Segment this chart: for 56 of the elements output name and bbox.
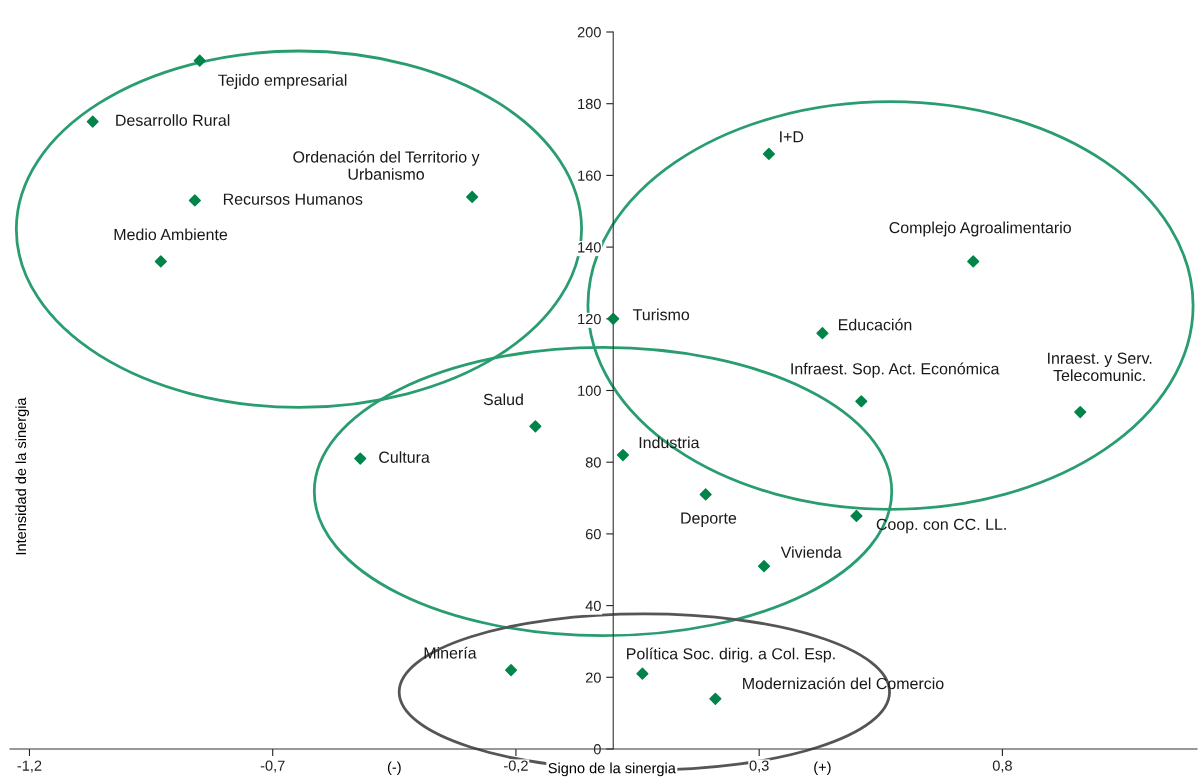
series-label: Recursos Humanos bbox=[223, 193, 363, 205]
y-tick-label: 20 bbox=[585, 672, 601, 683]
series-label: Educación bbox=[839, 318, 912, 331]
point bbox=[607, 312, 620, 325]
x-tick-label: 0,8 bbox=[992, 760, 1012, 773]
point bbox=[86, 115, 99, 128]
series-label: Tejido empresarial bbox=[218, 74, 347, 89]
point bbox=[529, 420, 542, 433]
series-label: Vivienda bbox=[780, 546, 842, 558]
y-tick-label: 180 bbox=[578, 98, 601, 110]
y-tick-label: 100 bbox=[578, 385, 601, 396]
y-tick-label: 60 bbox=[585, 529, 601, 540]
y-tick-label: 140 bbox=[578, 242, 601, 253]
y-axis-title: Intensidad de la sinergia bbox=[15, 397, 29, 555]
point bbox=[1074, 405, 1087, 419]
text: (+) bbox=[814, 761, 831, 776]
point bbox=[967, 255, 980, 268]
series-label: I+D bbox=[780, 131, 804, 143]
series-label: Salud bbox=[483, 393, 523, 406]
y-tick-label: 80 bbox=[585, 457, 601, 468]
series-label: Política Soc. dirig. a Col. Esp. bbox=[627, 647, 835, 663]
text: Inraest. y Serv. Telecomunic. bbox=[1048, 352, 1152, 382]
series-label: Complejo Agroalimentario bbox=[889, 221, 1071, 237]
x-tick-label: -1,2 bbox=[17, 760, 42, 773]
series-label: Deporte bbox=[681, 512, 737, 527]
series-label: Medio Ambiente bbox=[114, 228, 228, 241]
point bbox=[850, 509, 863, 523]
point bbox=[154, 255, 167, 268]
point bbox=[636, 667, 649, 680]
x-tick-label: -0,7 bbox=[260, 760, 285, 773]
text: Infraest. Sop. Act. Económica bbox=[791, 362, 1000, 378]
y-tick-label: 200 bbox=[577, 27, 601, 38]
x-axis-title: Signo de la sinergia bbox=[548, 762, 676, 777]
y-tick-label: 0 bbox=[593, 744, 601, 755]
point bbox=[699, 488, 712, 501]
x-tick-label: -0,2 bbox=[504, 760, 528, 773]
point bbox=[762, 147, 775, 160]
point bbox=[757, 560, 771, 573]
series-label: Ordenación del Territorio y Urbanismo bbox=[293, 150, 480, 180]
y-tick-label: 160 bbox=[578, 170, 601, 181]
series-label: Turismo bbox=[633, 308, 690, 321]
point bbox=[466, 190, 479, 203]
point bbox=[504, 664, 518, 677]
point bbox=[816, 327, 829, 340]
point bbox=[709, 692, 722, 705]
x-tick-label: 0,3 bbox=[749, 760, 769, 773]
point bbox=[193, 54, 206, 67]
series-label: Cultura bbox=[379, 451, 430, 463]
point bbox=[188, 194, 201, 207]
point bbox=[616, 448, 630, 462]
text: (-) bbox=[387, 761, 401, 776]
series-label: Desarrollo Rural bbox=[116, 114, 230, 126]
y-tick-label: 120 bbox=[578, 313, 601, 325]
point bbox=[855, 395, 868, 408]
y-tick-label: 40 bbox=[585, 600, 601, 612]
point bbox=[354, 452, 367, 465]
